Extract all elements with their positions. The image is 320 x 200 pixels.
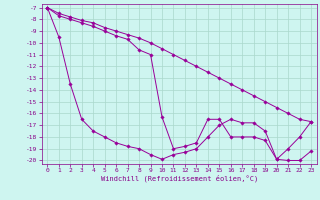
X-axis label: Windchill (Refroidissement éolien,°C): Windchill (Refroidissement éolien,°C)	[100, 175, 258, 182]
